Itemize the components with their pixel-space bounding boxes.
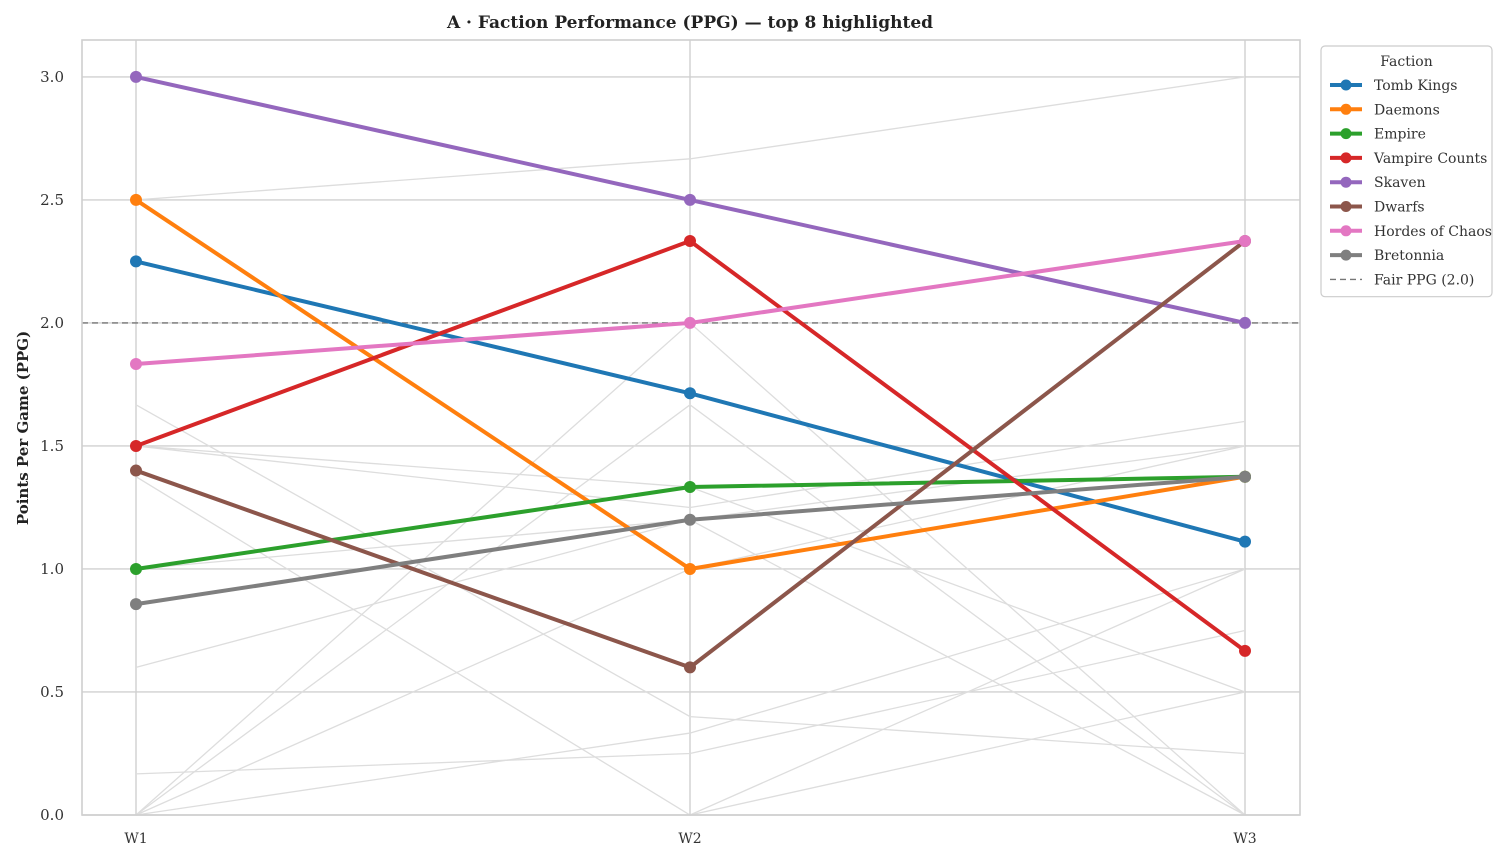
legend-label: Tomb Kings	[1374, 78, 1457, 94]
legend-item: Daemons	[1330, 102, 1440, 118]
legend-item-reference: Fair PPG (2.0)	[1330, 272, 1474, 288]
legend-label: Empire	[1374, 127, 1426, 143]
data-point	[130, 70, 142, 83]
gridlines	[82, 40, 1300, 816]
data-point	[684, 513, 696, 526]
y-tick-label: 3.0	[40, 68, 64, 86]
x-tick-label: W1	[124, 831, 147, 847]
data-point	[130, 464, 142, 477]
y-tick-label: 0.0	[40, 806, 64, 824]
data-point	[1239, 470, 1251, 483]
data-point	[130, 193, 142, 206]
legend-item: Tomb Kings	[1330, 78, 1457, 94]
legend-item: Skaven	[1330, 175, 1426, 191]
legend-label: Daemons	[1374, 102, 1440, 118]
data-point	[130, 562, 142, 575]
legend-swatch-marker	[1340, 152, 1352, 164]
legend: Faction Tomb Kings Daemons Empire Vampire Co…	[1320, 45, 1493, 298]
data-point	[130, 358, 142, 371]
data-point	[684, 193, 696, 206]
legend-label: Skaven	[1374, 175, 1426, 191]
legend-item: Bretonnia	[1330, 248, 1444, 264]
background-series-line	[135, 404, 1246, 816]
legend-swatch-marker	[1340, 249, 1352, 261]
series-bretonnia	[130, 470, 1251, 611]
background-series-line	[135, 404, 1246, 755]
y-tick-label: 2.5	[40, 191, 64, 209]
data-point	[1239, 535, 1251, 548]
series-skaven	[130, 70, 1251, 329]
y-tick-label: 2.0	[40, 314, 64, 332]
legend-label: Dwarfs	[1374, 200, 1425, 216]
data-point	[684, 387, 696, 400]
data-point	[130, 598, 142, 611]
data-point	[130, 439, 142, 452]
data-point	[684, 661, 696, 674]
legend-box	[1320, 45, 1493, 298]
legend-item: Hordes of Chaos	[1330, 224, 1492, 240]
legend-label: Hordes of Chaos	[1374, 224, 1492, 240]
chart-title: A · Faction Performance (PPG) — top 8 hi…	[446, 13, 933, 33]
data-point	[130, 255, 142, 268]
data-point	[1239, 235, 1251, 248]
x-tick-label: W2	[678, 831, 701, 847]
data-point	[684, 481, 696, 494]
background-series-line	[135, 76, 1246, 201]
data-point	[1239, 644, 1251, 657]
series-vampire-counts	[130, 235, 1251, 657]
legend-swatch-marker	[1340, 103, 1352, 115]
y-tick-label: 1.5	[40, 437, 64, 455]
legend-swatch-marker	[1340, 79, 1352, 91]
legend-swatch-marker	[1340, 201, 1352, 212]
data-point	[684, 316, 696, 329]
axes: 0.0 0.5 1.0 1.5 2.0 2.5 3.0 W1 W2 W3	[40, 39, 1301, 847]
legend-title: Faction	[1380, 54, 1433, 70]
legend-label: Bretonnia	[1374, 248, 1444, 264]
x-tick-label: W3	[1233, 831, 1256, 847]
series-hordes-of-chaos	[130, 235, 1251, 371]
y-tick-label: 0.5	[40, 683, 64, 701]
background-series-line	[135, 420, 1246, 509]
background-series-line	[135, 629, 1246, 775]
legend-swatch-marker	[1340, 225, 1352, 237]
legend-item: Empire	[1330, 127, 1426, 143]
legend-item: Dwarfs	[1330, 200, 1425, 216]
y-tick-label: 1.0	[40, 560, 64, 578]
highlighted-series-lines	[130, 70, 1251, 674]
legend-label: Vampire Counts	[1373, 151, 1487, 167]
y-axis-label: Points Per Game (PPG)	[14, 331, 32, 525]
legend-label: Fair PPG (2.0)	[1374, 272, 1474, 288]
data-point	[684, 235, 696, 248]
legend-swatch-marker	[1340, 176, 1352, 188]
plot-frame	[81, 39, 1301, 816]
data-point	[1239, 316, 1251, 329]
legend-item: Vampire Counts	[1330, 151, 1487, 167]
legend-swatch-marker	[1340, 128, 1352, 140]
data-point	[684, 562, 696, 575]
